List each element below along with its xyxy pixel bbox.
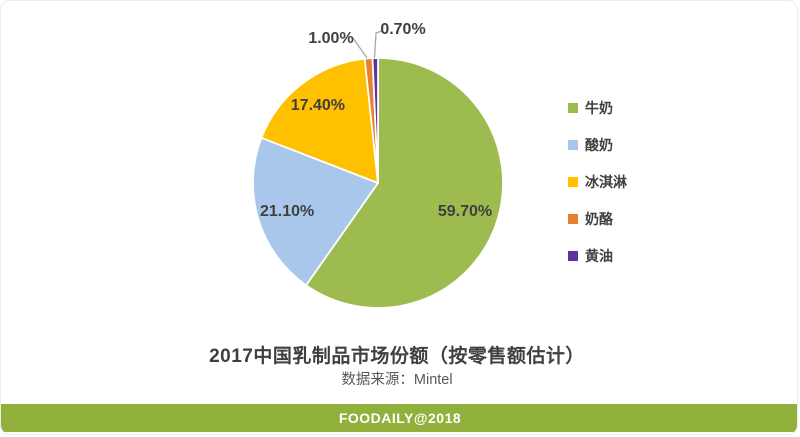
- slice-value-label-milk: 59.70%: [438, 203, 492, 220]
- legend-item-yogurt: 酸奶: [568, 126, 627, 163]
- pie-slice-yogurt: [252, 136, 379, 287]
- legend-item-cheese: 奶酪: [568, 200, 627, 237]
- legend-item-ice-cream: 冰淇淋: [568, 163, 627, 200]
- chart-title: 2017中国乳制品市场份额（按零售额估计）: [209, 346, 585, 367]
- legend-label-milk: 牛奶: [585, 99, 613, 116]
- legend-swatch-milk: [568, 102, 578, 113]
- legend-item-butter: 黄油: [568, 237, 627, 274]
- leader-line-cheese: [352, 37, 368, 59]
- legend-swatch-cheese: [568, 213, 578, 224]
- legend-label-cheese: 奶酪: [585, 210, 613, 227]
- slice-value-label-yogurt: 21.10%: [260, 203, 314, 220]
- leader-line-butter: [373, 30, 383, 59]
- legend-swatch-yogurt: [568, 139, 578, 150]
- legend: 牛奶 酸奶 冰淇淋 奶酪 黄油: [568, 89, 627, 274]
- slice-value-label-butter: 0.70%: [380, 21, 425, 38]
- pie-slice-butter: [371, 57, 379, 184]
- legend-item-milk: 牛奶: [568, 89, 627, 126]
- chart-subtitle: 数据来源：Mintel: [341, 372, 453, 388]
- pie-slice-milk: [305, 57, 504, 309]
- slice-value-label-cheese: 1.00%: [308, 30, 353, 47]
- legend-label-butter: 黄油: [585, 247, 613, 264]
- pie-slice-ice-cream: [260, 57, 379, 184]
- legend-label-yogurt: 酸奶: [585, 136, 613, 153]
- slice-value-label-ice-cream: 17.40%: [291, 97, 345, 114]
- legend-swatch-ice-cream: [568, 176, 578, 187]
- footer-bar: FOODAILY@2018: [1, 404, 797, 432]
- legend-label-ice-cream: 冰淇淋: [585, 173, 627, 190]
- footer-text: FOODAILY@2018: [338, 410, 462, 426]
- legend-swatch-butter: [568, 250, 578, 261]
